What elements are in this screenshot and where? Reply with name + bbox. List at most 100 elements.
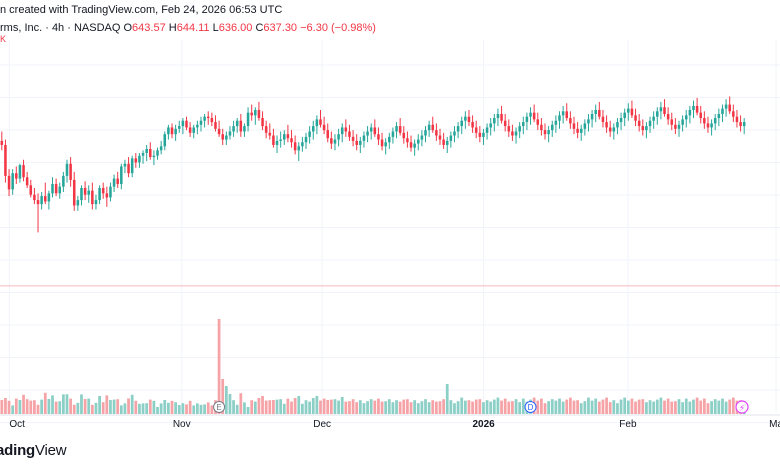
candle-body	[315, 119, 319, 127]
volume-bar	[391, 402, 395, 414]
volume-bar	[688, 401, 692, 414]
candle-body	[333, 139, 337, 144]
candle-body	[105, 193, 109, 198]
candle-body	[554, 120, 558, 125]
volume-bar	[373, 400, 377, 414]
candle-body	[254, 109, 257, 116]
candle-body	[98, 188, 101, 201]
volume-bar	[188, 400, 192, 414]
volume-bar	[587, 397, 590, 414]
candle-body	[619, 118, 623, 123]
high-value: 644.11	[176, 22, 210, 34]
candle-body	[692, 105, 695, 110]
volume-bar	[152, 400, 156, 414]
candle-body	[145, 148, 148, 154]
volume-bar	[601, 399, 605, 414]
candle-body	[464, 116, 467, 121]
volume-bar	[130, 394, 134, 414]
candle-body	[4, 144, 7, 176]
volume-bar	[449, 400, 453, 414]
volume-bar	[329, 399, 333, 414]
candle-body	[605, 122, 608, 128]
volume-bar	[648, 400, 652, 414]
volume-legend: K	[0, 34, 7, 44]
volume-bar	[246, 407, 250, 414]
close-key: C	[255, 22, 264, 34]
volume-bar	[275, 399, 279, 414]
volume-bar	[362, 403, 366, 414]
volume-bar	[119, 405, 123, 414]
candle-body	[522, 122, 525, 127]
volume-bar	[677, 399, 681, 414]
candle-body	[742, 122, 746, 127]
volume-bar	[590, 400, 594, 414]
candle-body	[116, 178, 119, 184]
candle-body	[482, 132, 485, 137]
candle-body	[15, 173, 18, 179]
candle-body	[420, 135, 424, 140]
volume-bar	[297, 396, 301, 414]
volume-bar	[554, 400, 558, 414]
volume-bar	[40, 399, 44, 414]
candle-body	[181, 120, 185, 127]
volume-bar	[181, 403, 185, 414]
candle-body	[427, 124, 431, 131]
volume-bar	[416, 403, 420, 414]
volume-bar	[406, 399, 409, 414]
candle-body	[724, 104, 728, 109]
candle-body	[561, 111, 565, 116]
volume-bar	[257, 398, 261, 414]
candle-body	[80, 188, 83, 201]
candle-body	[377, 134, 380, 140]
candle-body	[257, 109, 261, 119]
candle-body	[601, 116, 605, 123]
candle-body	[623, 112, 626, 119]
candle-body	[351, 136, 355, 141]
volume-bar	[170, 400, 174, 414]
volume-bar	[272, 400, 275, 414]
candle-body	[594, 109, 597, 114]
volume-bar	[90, 404, 94, 414]
candle-body	[311, 126, 315, 132]
candle-body	[634, 115, 637, 121]
volume-bar	[87, 398, 91, 414]
candle-body	[532, 112, 536, 120]
candle-body	[645, 126, 648, 131]
candle-body	[395, 126, 398, 132]
volume-bar	[565, 399, 569, 414]
candle-body	[406, 138, 409, 143]
volume-bar	[167, 402, 170, 414]
volume-bar	[438, 401, 442, 414]
volume-bar	[710, 401, 713, 414]
candle-body	[18, 165, 22, 179]
volume-bar	[666, 398, 670, 414]
candle-body	[663, 107, 666, 114]
candle-body	[637, 120, 641, 127]
volume-bar	[72, 404, 76, 414]
volume-bar	[637, 399, 641, 414]
candle-body	[449, 135, 453, 141]
event-marker-label: D	[528, 403, 534, 412]
event-marker	[213, 401, 226, 413]
volume-bar	[384, 401, 388, 414]
tradingview-brand[interactable]: adingView	[0, 442, 67, 459]
volume-bar	[728, 399, 732, 414]
candle-body	[123, 163, 127, 167]
volume-bar	[138, 403, 141, 414]
volume-bar	[731, 397, 735, 414]
volume-bar	[568, 397, 572, 414]
candle-body	[739, 122, 742, 127]
candle-body	[185, 120, 188, 128]
volume-bar	[319, 400, 322, 414]
candle-body	[170, 127, 174, 135]
volume-bar	[83, 399, 87, 414]
volume-bar	[706, 403, 710, 414]
volume-bar	[261, 396, 264, 414]
volume-bar	[717, 400, 721, 414]
volume-bar	[228, 394, 232, 414]
volume-bar	[398, 401, 402, 414]
candle-body	[33, 194, 36, 201]
volume-bar	[511, 401, 514, 414]
candle-body	[225, 135, 228, 140]
